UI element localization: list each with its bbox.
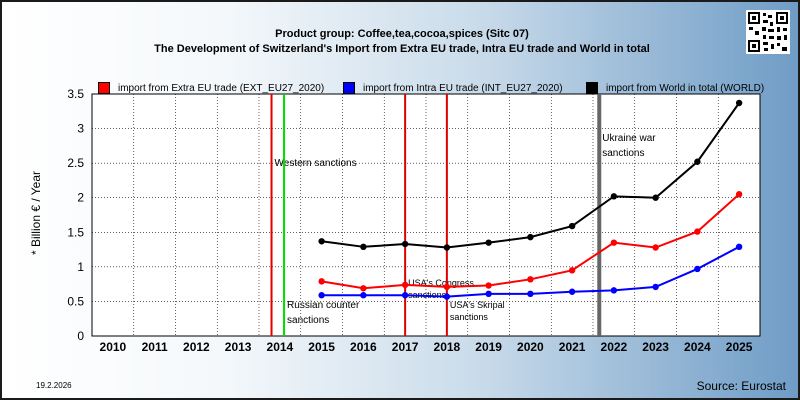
x-tick-label: 2011	[142, 340, 168, 354]
data-point	[652, 194, 659, 201]
data-point	[610, 239, 618, 246]
y-tick-label: 2	[77, 191, 84, 205]
x-tick-label: 2017	[392, 340, 419, 354]
event-label: Ukraine war sanctions	[602, 133, 656, 159]
y-tick-label: 2.5	[67, 156, 84, 170]
data-point	[735, 99, 743, 107]
data-point	[527, 276, 534, 283]
x-tick-label: 2018	[434, 340, 461, 354]
data-point	[527, 290, 534, 298]
x-tick-label: 2024	[684, 340, 711, 354]
data-point	[568, 222, 576, 230]
data-point	[401, 240, 409, 248]
data-point	[485, 239, 492, 246]
data-point	[485, 290, 492, 298]
data-point	[527, 233, 534, 241]
qr-code-icon	[746, 10, 790, 54]
data-point	[694, 228, 701, 235]
data-point	[694, 265, 701, 273]
date-stamp: 19.2.2026	[36, 381, 72, 390]
data-point	[360, 243, 367, 251]
x-tick-label: 2022	[601, 340, 628, 354]
y-tick-label: 0	[77, 329, 84, 343]
event-label: Western sanctions	[275, 158, 357, 169]
data-point	[401, 281, 409, 289]
data-point	[443, 244, 451, 251]
data-point	[652, 283, 659, 291]
chart-title-description: The Development of Switzerland's Import …	[154, 43, 650, 55]
data-point	[401, 292, 409, 299]
x-tick-label: 2013	[225, 340, 252, 354]
event-label: Russian counter sanctions	[287, 300, 360, 326]
data-point	[735, 191, 743, 198]
y-tick-label: 0.5	[67, 294, 84, 308]
data-point	[568, 267, 576, 274]
x-tick-label: 2015	[308, 340, 335, 354]
x-tick-label: 2021	[559, 340, 586, 354]
y-tick-label: 3.5	[67, 87, 84, 101]
source-note: Source: Eurostat	[696, 379, 786, 393]
x-tick-label: 2019	[475, 340, 502, 354]
x-tick-label: 2012	[183, 340, 210, 354]
data-point	[443, 283, 451, 291]
x-tick-label: 2010	[100, 340, 127, 354]
x-tick-label: 2014	[267, 340, 294, 354]
data-point	[610, 287, 618, 294]
data-point	[694, 158, 701, 165]
data-point	[568, 288, 576, 295]
data-point	[360, 285, 367, 292]
data-point	[318, 278, 325, 285]
data-point	[610, 193, 618, 200]
x-tick-label: 2025	[726, 340, 753, 354]
data-point	[318, 292, 325, 299]
y-tick-label: 1	[77, 260, 84, 274]
data-point	[318, 238, 325, 245]
legend-label-world: import from World in total (WORLD)	[606, 82, 765, 94]
data-point	[443, 293, 451, 300]
event-label: USA's Skripal sanctions	[450, 300, 505, 322]
data-point	[485, 282, 492, 289]
x-tick-label: 2020	[517, 340, 544, 354]
legend-label-intra-eu: import from Intra EU trade (INT_EU27_202…	[363, 82, 563, 94]
data-point	[652, 244, 659, 251]
y-tick-label: 3	[77, 122, 84, 136]
y-tick-label: 1.5	[67, 225, 84, 239]
x-tick-label: 2023	[642, 340, 669, 354]
chart-title-product-group: Product group: Coffee,tea,cocoa,spices (…	[275, 28, 529, 40]
data-point	[360, 292, 367, 299]
legend-item-extra-eu: import from Extra EU trade (EXT_EU27_202…	[98, 80, 324, 96]
x-tick-label: 2016	[350, 340, 377, 354]
data-point	[735, 243, 743, 251]
legend-label-extra-eu: import from Extra EU trade (EXT_EU27_202…	[118, 82, 325, 94]
